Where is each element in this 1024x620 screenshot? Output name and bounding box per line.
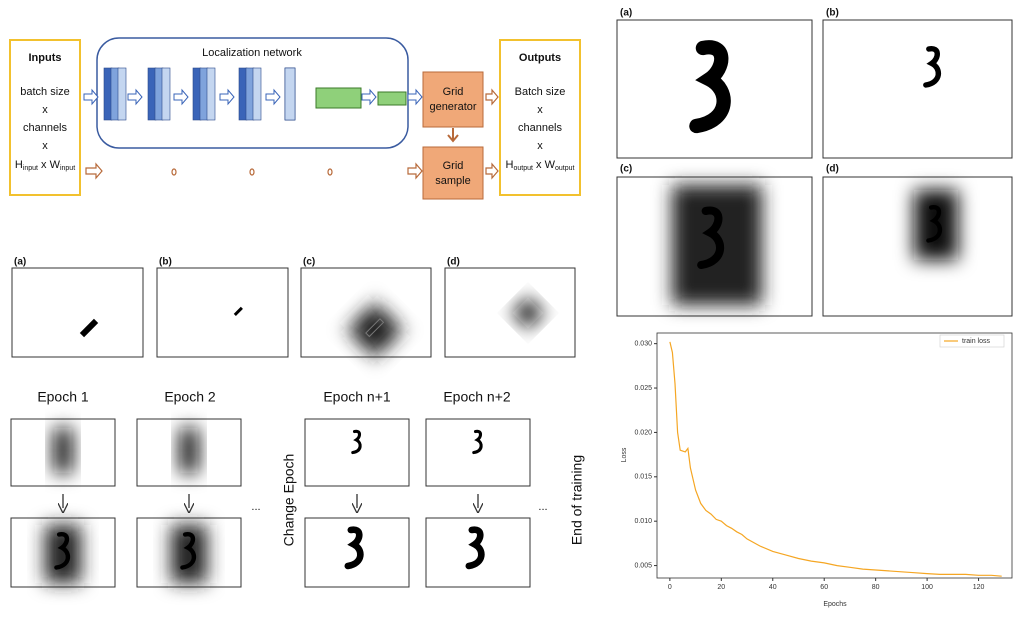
panel-label: (b): [826, 8, 839, 19]
y-tick-label: 0.030: [634, 340, 652, 347]
digit-image: [365, 318, 385, 338]
grid-sample-box: [422, 146, 484, 200]
inputs-box: [9, 39, 81, 196]
side-label: Change Epoch: [281, 454, 297, 547]
epoch-label: Epoch 2: [164, 389, 216, 405]
arrow: [407, 88, 423, 106]
layer-blocks: [83, 67, 423, 121]
outputs-size: Houtput x Woutput: [506, 159, 575, 172]
x-tick-label: 80: [872, 584, 880, 591]
localization-title: Localization network: [202, 47, 302, 59]
epoch-label: Epoch n+2: [443, 389, 511, 405]
conv-layer: [161, 67, 171, 121]
x-tick-label: 40: [769, 584, 777, 591]
arrow: [447, 128, 459, 143]
x-axis-label: Epochs: [823, 601, 847, 608]
inputs-line: batch size: [20, 86, 70, 98]
panel-label: (c): [303, 257, 315, 268]
arrow: [485, 88, 499, 106]
panel-label: (a): [620, 8, 632, 19]
arrow: [219, 88, 235, 106]
outputs-box: [499, 39, 581, 196]
pass-through: [85, 162, 499, 180]
transformed-image: [512, 297, 544, 329]
outputs-title: Outputs: [519, 52, 561, 64]
transformed-image: [180, 428, 198, 473]
loss-line: [669, 341, 1002, 577]
grid-sample-label: sample: [435, 175, 470, 187]
y-tick-label: 0.020: [634, 429, 652, 436]
plot-area: [656, 332, 1013, 579]
fc-layer: [377, 91, 407, 106]
grid-sample-label: Grid: [443, 160, 464, 172]
ellipsis: ...: [251, 501, 260, 513]
conv-layer: [252, 67, 262, 121]
arrow: [265, 88, 281, 106]
conv-layer: [117, 67, 127, 121]
grid-generator-label: Grid: [443, 86, 464, 98]
y-axis-label: Loss: [621, 447, 628, 462]
panel: [444, 267, 576, 358]
outputs-line: x: [537, 104, 543, 116]
transformed-image: [914, 190, 958, 260]
grid-generator-box: [422, 71, 484, 128]
panel-label: (d): [826, 164, 839, 175]
panel: [156, 267, 289, 358]
conv-layer: [284, 67, 296, 121]
loss-chart: Epochs Loss 0 20 40 60 80 100 120 0.005 0.010 0.0…: [621, 332, 1013, 608]
digit-image: [233, 306, 243, 316]
ellipsis: ...: [538, 501, 547, 513]
outputs-line: x: [537, 140, 543, 152]
architecture-diagram: Inputs batch size x channels x Hinput x …: [9, 37, 581, 200]
inputs-line: x: [42, 104, 48, 116]
inputs-line: channels: [23, 122, 68, 134]
outputs-line: Batch size: [515, 86, 566, 98]
small-panels: (a) (b) (c) (d): [11, 257, 576, 359]
x-tick-label: 20: [717, 584, 725, 591]
outputs-line: channels: [518, 122, 563, 134]
y-tick-label: 0.010: [634, 518, 652, 525]
panel: [822, 19, 1013, 159]
x-tick-label: 120: [973, 584, 985, 591]
large-panels: (a) (b) (c) (d): [616, 8, 1013, 317]
arrow: [83, 88, 99, 106]
fc-layer: [315, 87, 362, 109]
grid-generator-label: generator: [429, 101, 476, 113]
inputs-line: x: [42, 140, 48, 152]
legend-box: [939, 334, 1005, 348]
y-tick-label: 0.005: [634, 562, 652, 569]
y-tick-label: 0.025: [634, 385, 652, 392]
panel-label: (c): [620, 164, 632, 175]
x-tick-label: 100: [921, 584, 933, 591]
epoch-label: Epoch n+1: [323, 389, 391, 405]
side-label: End of training: [569, 455, 585, 545]
panel-label: (d): [447, 257, 460, 268]
y-tick-label: 0.015: [634, 474, 652, 481]
panel: [11, 267, 144, 358]
arrow: [173, 88, 189, 106]
inputs-size: Hinput x Winput: [15, 159, 75, 172]
epoch-cells: [10, 418, 531, 588]
inputs-title: Inputs: [29, 52, 62, 64]
arrow: [361, 88, 377, 106]
epoch-label: Epoch 1: [37, 389, 89, 405]
panel-label: (a): [14, 257, 26, 268]
x-tick-label: 0: [668, 584, 672, 591]
conv-layer: [206, 67, 216, 121]
transformed-image: [54, 428, 72, 473]
panel-label: (b): [159, 257, 172, 268]
digit-image: [79, 318, 99, 338]
x-tick-label: 60: [820, 584, 828, 591]
legend-label: train loss: [962, 338, 991, 345]
epoch-panels: Epoch 1 Epoch 2 Epoch n+1 Epoch n+2 ... …: [10, 389, 585, 588]
arrow: [127, 88, 143, 106]
